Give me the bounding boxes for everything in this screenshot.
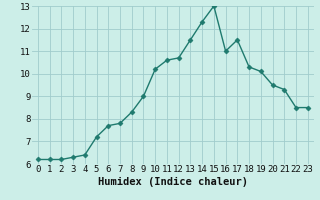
X-axis label: Humidex (Indice chaleur): Humidex (Indice chaleur) [98, 177, 248, 187]
